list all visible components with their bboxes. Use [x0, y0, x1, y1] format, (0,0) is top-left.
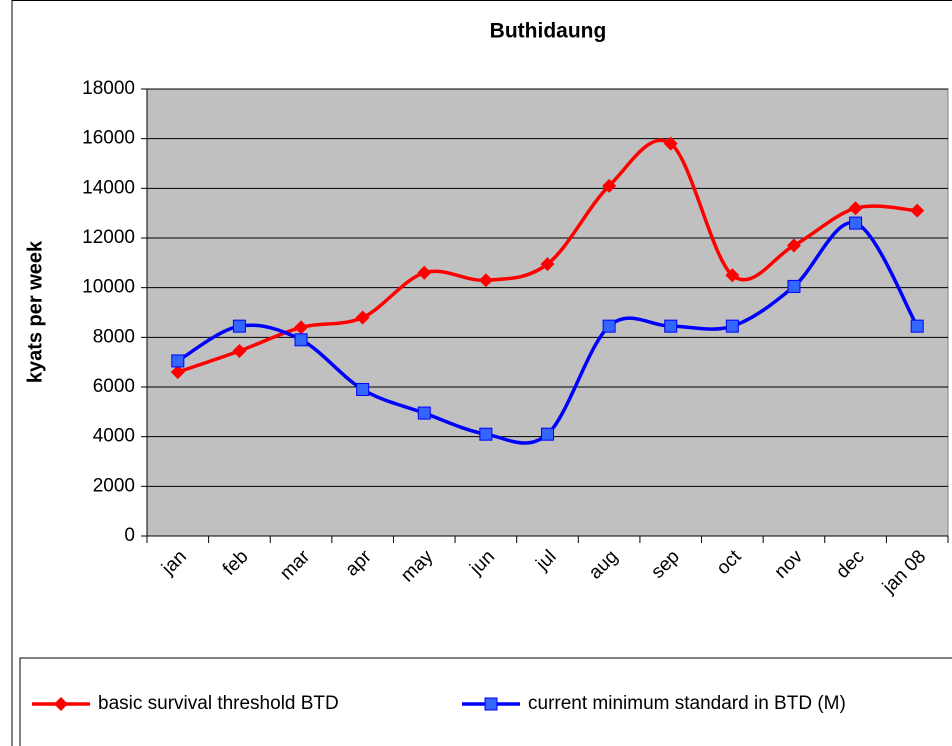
marker — [294, 320, 309, 335]
y-tick-label: 10000 — [82, 277, 135, 298]
marker — [170, 365, 185, 380]
y-tick-label: 14000 — [82, 177, 135, 198]
marker — [54, 697, 68, 711]
y-tick-label: 16000 — [82, 128, 135, 149]
marker — [417, 406, 431, 420]
y-tick-label: 8000 — [93, 326, 135, 347]
marker — [602, 178, 617, 193]
marker — [232, 343, 247, 358]
marker — [848, 201, 863, 216]
marker — [540, 257, 555, 272]
marker — [355, 310, 370, 325]
chart-title: Buthidaung — [490, 20, 607, 43]
marker — [478, 273, 493, 288]
marker — [484, 697, 498, 711]
marker — [356, 382, 370, 396]
plot-area — [146, 88, 949, 537]
marker — [910, 319, 924, 333]
marker — [602, 319, 616, 333]
marker — [849, 216, 863, 230]
marker — [232, 319, 246, 333]
y-axis-label: kyats per week — [24, 240, 46, 383]
marker — [664, 319, 678, 333]
legend-label: basic survival threshold BTD — [98, 693, 339, 714]
marker — [479, 427, 493, 441]
marker — [786, 238, 801, 253]
marker — [725, 319, 739, 333]
y-tick-label: 4000 — [93, 426, 135, 447]
legend-label: current minimum standard in BTD (M) — [528, 693, 846, 714]
y-tick-label: 2000 — [93, 475, 135, 496]
marker — [787, 279, 801, 293]
y-tick-label: 0 — [124, 525, 135, 546]
marker — [171, 354, 185, 368]
marker — [417, 265, 432, 280]
y-tick-label: 12000 — [82, 227, 135, 248]
marker — [663, 136, 678, 151]
marker — [294, 333, 308, 347]
marker — [910, 203, 925, 218]
marker — [725, 268, 740, 283]
y-tick-label: 6000 — [93, 376, 135, 397]
y-tick-label: 18000 — [82, 78, 135, 99]
marker — [541, 427, 554, 441]
